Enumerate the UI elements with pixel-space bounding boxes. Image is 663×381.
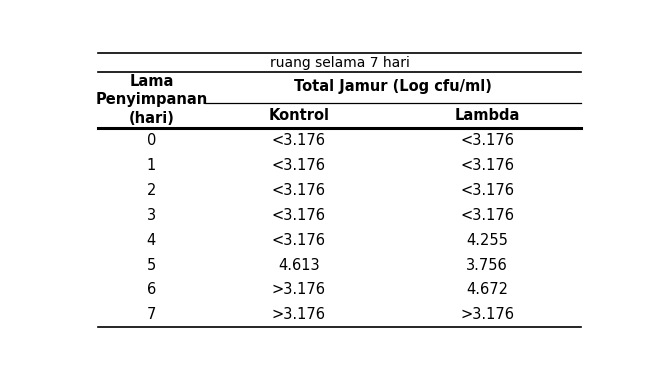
- Text: ruang selama 7 hari: ruang selama 7 hari: [270, 56, 410, 70]
- Text: 4.613: 4.613: [278, 258, 320, 272]
- Text: Lama
Penyimpanan
(hari): Lama Penyimpanan (hari): [95, 74, 208, 126]
- Text: 4.672: 4.672: [466, 282, 508, 298]
- Text: <3.176: <3.176: [272, 208, 326, 223]
- Text: >3.176: >3.176: [272, 282, 326, 298]
- Text: <3.176: <3.176: [272, 158, 326, 173]
- Text: Total Jamur (Log cfu/ml): Total Jamur (Log cfu/ml): [294, 79, 492, 94]
- Text: <3.176: <3.176: [272, 232, 326, 248]
- Text: <3.176: <3.176: [460, 183, 514, 198]
- Text: <3.176: <3.176: [460, 158, 514, 173]
- Text: <3.176: <3.176: [272, 133, 326, 148]
- Text: 4: 4: [147, 232, 156, 248]
- Text: >3.176: >3.176: [460, 307, 514, 322]
- Text: >3.176: >3.176: [272, 307, 326, 322]
- Text: Lambda: Lambda: [454, 108, 520, 123]
- Text: <3.176: <3.176: [460, 133, 514, 148]
- Text: 1: 1: [147, 158, 156, 173]
- Text: 2: 2: [147, 183, 156, 198]
- Text: 3: 3: [147, 208, 156, 223]
- Text: 7: 7: [147, 307, 156, 322]
- Text: <3.176: <3.176: [460, 208, 514, 223]
- Text: 0: 0: [147, 133, 156, 148]
- Text: 6: 6: [147, 282, 156, 298]
- Text: 3.756: 3.756: [466, 258, 508, 272]
- Text: <3.176: <3.176: [272, 183, 326, 198]
- Text: 5: 5: [147, 258, 156, 272]
- Text: 4.255: 4.255: [466, 232, 508, 248]
- Text: Kontrol: Kontrol: [269, 108, 330, 123]
